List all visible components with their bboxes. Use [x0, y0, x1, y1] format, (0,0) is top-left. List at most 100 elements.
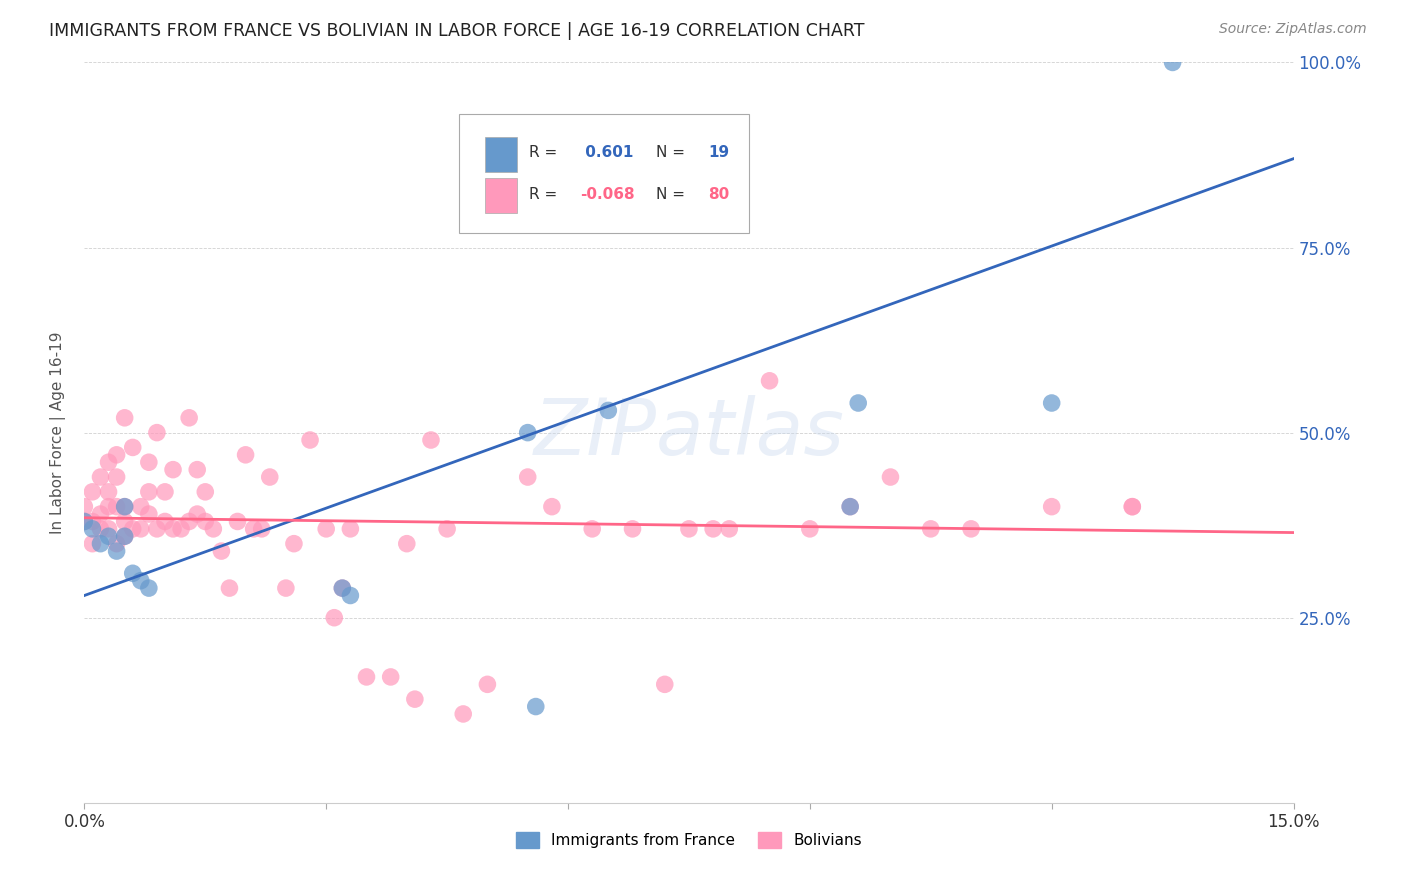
Point [105, 448, 128, 462]
Point [1161, 55, 1184, 70]
Point [516, 470, 538, 484]
Point [114, 500, 136, 514]
Point [89, 536, 111, 550]
Point [718, 522, 741, 536]
Point [89, 507, 111, 521]
Point [82, 515, 104, 529]
Point [129, 522, 152, 536]
Point [259, 470, 281, 484]
Point [82, 522, 104, 536]
Point [330, 581, 353, 595]
Point [1040, 396, 1063, 410]
Point [97, 500, 120, 514]
Point [97, 484, 120, 499]
Point [541, 500, 564, 514]
Point [179, 410, 201, 425]
Point [839, 500, 862, 514]
Text: N =: N = [657, 186, 690, 202]
Point [162, 462, 184, 476]
Point [97, 522, 120, 536]
Point [82, 536, 104, 550]
Point [339, 589, 361, 603]
Point [315, 522, 337, 536]
Point [114, 515, 136, 529]
Point [105, 470, 128, 484]
Point [146, 522, 169, 536]
Point [186, 507, 208, 521]
Point [477, 677, 499, 691]
Point [129, 500, 152, 514]
Point [194, 515, 217, 529]
Point [105, 544, 128, 558]
Point [516, 425, 538, 440]
Text: 80: 80 [709, 186, 730, 202]
Point [879, 470, 901, 484]
Point [436, 522, 458, 536]
Text: Source: ZipAtlas.com: Source: ZipAtlas.com [1219, 22, 1367, 37]
Point [799, 522, 821, 536]
Y-axis label: In Labor Force | Age 16-19: In Labor Force | Age 16-19 [49, 331, 66, 534]
Point [73, 515, 96, 529]
FancyBboxPatch shape [485, 137, 517, 172]
Point [380, 670, 402, 684]
Point [179, 515, 201, 529]
Point [73, 500, 96, 514]
Point [702, 522, 724, 536]
Point [524, 699, 547, 714]
Point [186, 462, 208, 476]
Point [323, 610, 346, 624]
Point [283, 536, 305, 550]
Point [114, 500, 136, 514]
Point [138, 581, 160, 595]
Point [1121, 500, 1143, 514]
Point [121, 522, 143, 536]
Point [678, 522, 700, 536]
Point [235, 448, 257, 462]
Text: IMMIGRANTS FROM FRANCE VS BOLIVIAN IN LABOR FORCE | AGE 16-19 CORRELATION CHART: IMMIGRANTS FROM FRANCE VS BOLIVIAN IN LA… [49, 22, 865, 40]
Point [1040, 500, 1063, 514]
Text: R =: R = [529, 145, 562, 161]
Point [395, 536, 418, 550]
Point [758, 374, 780, 388]
Point [146, 425, 169, 440]
FancyBboxPatch shape [485, 178, 517, 212]
Point [839, 500, 862, 514]
Point [598, 403, 620, 417]
Legend: Immigrants from France, Bolivians: Immigrants from France, Bolivians [510, 826, 868, 855]
Point [89, 470, 111, 484]
Point [97, 529, 120, 543]
Point [209, 544, 232, 558]
Point [138, 484, 160, 499]
Point [250, 522, 273, 536]
Point [920, 522, 942, 536]
Point [82, 484, 104, 499]
Point [621, 522, 644, 536]
Point [170, 522, 193, 536]
Point [129, 574, 152, 588]
Text: ZIPatlas: ZIPatlas [533, 394, 845, 471]
Point [960, 522, 983, 536]
Point [89, 522, 111, 536]
Point [105, 536, 128, 550]
Point [226, 515, 249, 529]
Point [581, 522, 603, 536]
Text: N =: N = [657, 145, 690, 161]
Text: 0.601: 0.601 [581, 145, 634, 161]
Point [105, 500, 128, 514]
Point [451, 706, 474, 721]
Point [121, 566, 143, 581]
Point [114, 529, 136, 543]
Point [420, 433, 443, 447]
Point [242, 522, 264, 536]
FancyBboxPatch shape [460, 114, 749, 233]
Point [339, 522, 361, 536]
Point [138, 507, 160, 521]
Text: 19: 19 [709, 145, 730, 161]
Point [299, 433, 322, 447]
Point [153, 484, 176, 499]
Point [138, 455, 160, 469]
Point [274, 581, 297, 595]
Point [73, 515, 96, 529]
Point [97, 455, 120, 469]
Point [404, 692, 426, 706]
